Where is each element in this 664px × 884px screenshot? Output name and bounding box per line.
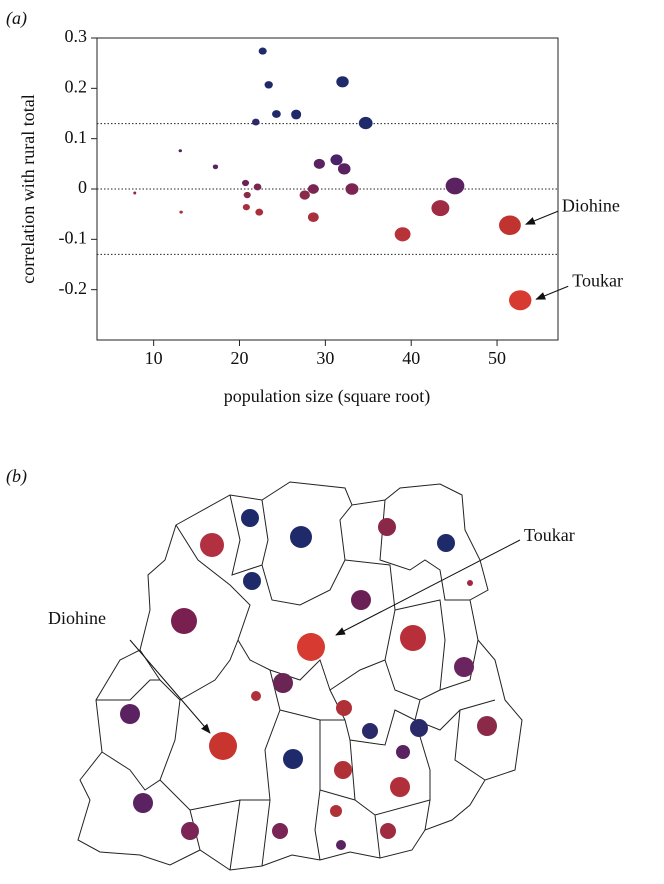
y-tick-label: 0.2 [65,76,88,96]
annotation-arrow [535,285,569,300]
point [258,47,267,55]
point [242,179,250,187]
y-tick-label: -0.2 [59,278,88,298]
point [358,116,373,130]
y-tick-label: 0 [78,177,87,197]
point [299,190,310,200]
y-tick-label: -0.1 [59,227,88,247]
x-tick-label: 30 [316,348,334,368]
y-axis-label: correlation with rural total [18,94,38,283]
x-tick-label: 20 [231,348,249,368]
x-tick-label: 40 [402,348,420,368]
plot-frame [96,37,559,341]
x-tick-label: 10 [145,348,163,368]
annotation: Diohine [562,195,620,215]
point [291,110,302,120]
point [242,203,250,211]
point [253,183,262,191]
point [307,184,319,194]
point [330,154,343,166]
point [313,158,325,169]
point [272,110,281,118]
point [133,191,137,195]
point [243,191,251,199]
map [77,481,523,871]
y-tick-label: 0.1 [65,127,88,147]
point [345,183,359,195]
point [445,177,465,195]
point [264,81,273,89]
annotation: Toukar [572,270,623,290]
point [337,163,351,175]
point [336,76,349,88]
x-axis-label: population size (square root) [224,386,430,407]
point [394,227,411,242]
map-label: Toukar [524,525,575,545]
panel-label: (b) [6,466,27,487]
y-tick-label: 0.3 [65,26,88,46]
map-label: Diohine [48,608,106,628]
x-tick-label: 50 [488,348,506,368]
point [307,212,319,223]
point [509,290,532,311]
point [179,210,183,214]
point [252,118,260,126]
point [431,200,450,217]
point [212,164,219,170]
point [178,149,182,153]
point [499,215,521,235]
point [255,208,264,216]
annotation-arrow [524,210,559,225]
panel-label: (a) [6,8,27,29]
